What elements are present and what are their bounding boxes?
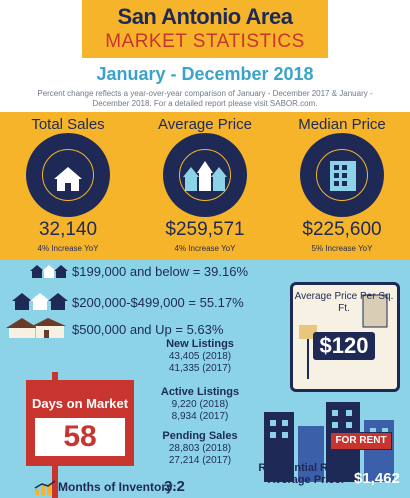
house-icon [54,167,82,191]
total-sales-value: 32,140 [38,219,98,240]
days-on-market-value: 58 [63,420,97,453]
rental-price-label: Residential Rental Average Price: [258,462,354,486]
average-price-change: 4% Increase YoY [174,244,236,253]
stat-title-median-price: Median Price [298,116,386,133]
months-of-inventory-value: 3.2 [164,478,185,495]
medium-houses-icon [12,293,68,310]
active-listings-2017: 8,934 (2017) [171,411,229,422]
average-price-circle [163,133,247,217]
large-house-icon [6,318,66,338]
pending-sales-2017: 27,214 (2017) [168,455,232,466]
median-price-change: 5% Increase YoY [311,244,373,253]
months-of-inventory-label: Months of Inventory: [58,480,177,494]
price-tier-low: $199,000 and below = 39.16% [72,264,249,279]
stat-title-total-sales: Total Sales [31,116,105,133]
days-on-market-label: Days on Market [31,396,129,411]
total-sales-change: 4% Increase YoY [37,244,99,253]
active-listings-2018: 9,220 (2018) [171,399,229,410]
lamp-icon [299,294,388,379]
new-listings-title: New Listings [166,338,234,350]
price-tier-mid: $200,000-$499,000 = 55.17% [72,295,244,310]
days-on-market-box [35,418,125,456]
disclaimer-text: Percent change reflects a year-over-year… [37,89,373,108]
total-sales-circle [26,133,110,217]
price-per-sqft-value: $120 [313,332,375,360]
median-price-value: $225,600 [302,219,382,240]
average-price-value: $259,571 [165,219,245,240]
price-per-sqft-card [290,282,400,392]
new-listings-2017: 41,335 (2017) [168,363,232,374]
date-range: January - December 2018 [96,64,314,84]
for-rent-sign: FOR RENT [330,432,392,450]
pending-sales-title: Pending Sales [162,430,238,442]
title-banner [82,0,328,58]
building-icon [330,161,356,191]
price-tier-high: $500,000 and Up = 5.63% [72,322,224,337]
stat-title-average-price: Average Price [158,116,252,133]
new-listings-2018: 43,405 (2018) [168,351,232,362]
page-title: San Antonio Area [117,4,293,29]
page-subtitle: MARKET STATISTICS [105,31,305,52]
small-houses-icon [30,265,68,278]
inventory-chart-icon [34,480,56,495]
active-listings-title: Active Listings [160,386,240,398]
pending-sales-2018: 28,803 (2018) [168,443,232,454]
price-per-sqft-label: Average Price Per Sq. Ft. [294,291,394,314]
median-price-circle [300,133,384,217]
rental-price-value: $1,462 [354,470,400,487]
neighborhood-icon [183,161,227,191]
